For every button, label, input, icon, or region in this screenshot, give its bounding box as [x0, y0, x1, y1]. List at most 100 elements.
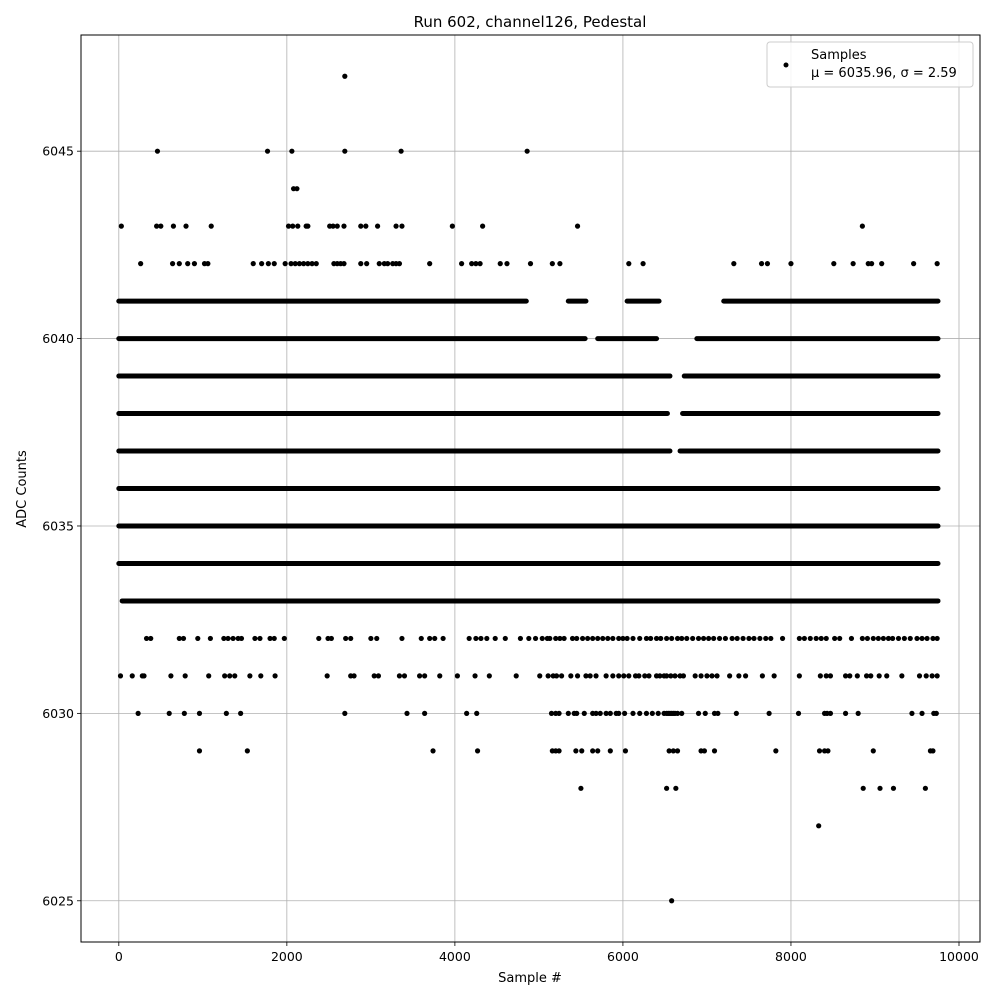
legend: Samples μ = 6035.96, σ = 2.59 — [766, 41, 974, 88]
data-point — [290, 223, 296, 229]
data-point — [643, 635, 650, 642]
data-point — [316, 635, 322, 642]
data-point — [358, 223, 364, 229]
data-point — [813, 635, 819, 642]
data-point — [700, 635, 707, 642]
data-point — [870, 748, 876, 754]
data-point — [143, 635, 150, 642]
data-point — [282, 261, 288, 267]
data-point — [459, 261, 465, 267]
data-point — [296, 261, 303, 267]
data-point — [205, 261, 211, 267]
data-point — [622, 748, 629, 754]
data-point — [351, 673, 357, 679]
data-point — [899, 673, 905, 679]
data-point — [590, 635, 596, 642]
data-point — [823, 635, 829, 642]
data-point — [607, 748, 613, 754]
data-point — [574, 673, 581, 679]
data-point — [680, 673, 687, 679]
data-point — [440, 635, 446, 642]
data-point — [901, 635, 907, 642]
data-point — [692, 673, 698, 679]
plot-frame — [80, 34, 981, 943]
data-point — [170, 223, 177, 229]
data-point — [916, 673, 923, 679]
data-point — [850, 261, 856, 267]
y-axis-ticks: 6025 6030 6035 6040 6045 — [42, 144, 81, 908]
data-point — [714, 673, 720, 679]
data-point — [695, 710, 702, 716]
data-point — [622, 710, 628, 716]
data-point — [196, 748, 203, 754]
data-point — [288, 261, 294, 267]
x-tick-label: 4000 — [439, 949, 471, 964]
data-point — [148, 635, 154, 642]
data-point — [342, 73, 348, 79]
data-point — [553, 635, 559, 642]
data-point — [477, 261, 483, 267]
data-point — [870, 635, 876, 642]
data-point — [796, 673, 802, 679]
data-point — [158, 223, 164, 229]
data-point — [727, 673, 733, 679]
data-point — [895, 635, 902, 642]
x-tick-label: 6000 — [607, 949, 639, 964]
data-point — [684, 635, 690, 642]
data-point — [884, 673, 890, 679]
data-point — [880, 635, 886, 642]
data-point — [265, 261, 271, 267]
data-point — [722, 635, 729, 642]
data-point — [658, 635, 664, 642]
data-point — [626, 673, 632, 679]
data-point — [637, 635, 643, 642]
data-point — [480, 223, 486, 229]
x-tick-label: 0 — [115, 949, 123, 964]
legend-series-name: Samples — [811, 48, 867, 63]
data-point — [191, 261, 198, 267]
data-point — [779, 635, 786, 642]
data-point — [616, 710, 622, 716]
x-axis-ticks: 0 2000 4000 6000 8000 10000 — [115, 942, 979, 964]
data-point — [502, 635, 508, 642]
data-point — [666, 748, 672, 754]
data-point — [129, 673, 135, 679]
data-point — [864, 635, 871, 642]
data-point — [626, 261, 632, 267]
data-point — [449, 223, 455, 229]
data-point — [827, 673, 834, 679]
data-point — [603, 673, 609, 679]
data-point — [341, 223, 347, 229]
data-point — [568, 673, 574, 679]
data-point — [929, 673, 935, 679]
y-tick-label: 6025 — [42, 893, 74, 908]
data-point — [244, 748, 250, 754]
data-point — [646, 673, 652, 679]
data-point — [636, 673, 642, 679]
data-point — [709, 673, 715, 679]
data-point — [117, 673, 124, 679]
data-point — [924, 635, 930, 642]
data-point — [497, 261, 503, 267]
data-point — [816, 748, 823, 754]
data-point — [517, 635, 524, 642]
data-point — [670, 748, 676, 754]
data-point — [574, 223, 581, 229]
data-point — [328, 635, 334, 642]
data-point — [181, 710, 187, 716]
data-point — [221, 635, 227, 642]
data-point — [557, 635, 563, 642]
data-point — [313, 261, 319, 267]
data-point — [469, 261, 475, 267]
data-point — [271, 635, 277, 642]
data-point — [305, 261, 311, 267]
data-point — [581, 710, 587, 716]
data-point — [640, 261, 646, 267]
data-point — [492, 635, 498, 642]
data-point — [630, 635, 636, 642]
data-point — [557, 261, 563, 267]
data-point — [558, 673, 565, 679]
data-point — [398, 148, 404, 154]
data-point — [292, 261, 298, 267]
